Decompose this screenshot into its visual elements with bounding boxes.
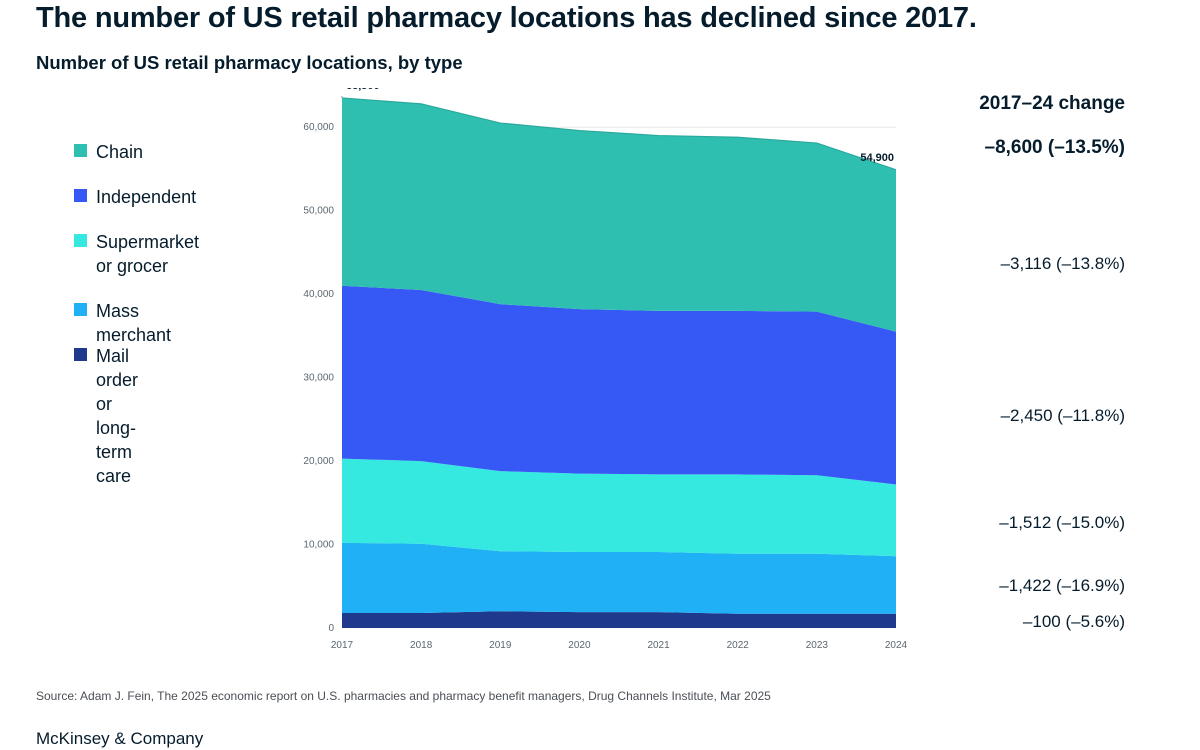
total-outline bbox=[341, 97, 897, 171]
legend-item-mail-order: Mail order or long-term care bbox=[74, 344, 138, 488]
data-label-2017: 63,500 bbox=[346, 88, 380, 92]
x-tick-label-2022: 2022 bbox=[727, 640, 750, 651]
data-label-2024: 54,900 bbox=[860, 152, 894, 164]
y-tick-label-3: 30,000 bbox=[303, 373, 334, 384]
x-tick-label-2017: 2017 bbox=[331, 640, 354, 651]
legend-label-mail-order: Mail order or long-term care bbox=[96, 346, 139, 486]
y-tick-label-6: 60,000 bbox=[303, 122, 334, 133]
legend-swatch-independent bbox=[74, 189, 87, 202]
change-supermarket: –1,512 (–15.0%) bbox=[999, 513, 1125, 532]
legend-item-independent: Independent bbox=[74, 185, 196, 209]
legend-swatch-supermarket bbox=[74, 234, 87, 247]
brand-logo-text: McKinsey & Company bbox=[36, 729, 204, 748]
area-independent bbox=[342, 285, 896, 485]
legend-item-chain: Chain bbox=[74, 140, 143, 164]
chart-title: The number of US retail pharmacy locatio… bbox=[36, 2, 977, 34]
legend-swatch-chain bbox=[74, 144, 87, 157]
change-mass-merchant: –1,422 (–16.9%) bbox=[999, 576, 1125, 595]
change-header: 2017–24 change bbox=[979, 93, 1125, 114]
legend-swatch-mail-order bbox=[74, 348, 87, 361]
legend-label-independent: Independent bbox=[96, 187, 197, 207]
x-tick-label-2021: 2021 bbox=[647, 640, 670, 651]
y-tick-label-1: 10,000 bbox=[303, 540, 334, 551]
x-tick-label-2019: 2019 bbox=[489, 640, 512, 651]
source-note: Source: Adam J. Fein, The 2025 economic … bbox=[36, 689, 771, 703]
area-chain bbox=[342, 98, 896, 332]
x-tick-label-2024: 2024 bbox=[885, 640, 908, 651]
change-independent: –2,450 (–11.8%) bbox=[1000, 406, 1125, 425]
y-tick-label-4: 40,000 bbox=[303, 289, 334, 300]
area-mail-order-or-long-term-care bbox=[342, 611, 896, 628]
stacked-area-chart: 0 10,000 20,000 30,000 40,000 50,000 60,000 201… bbox=[303, 88, 908, 651]
y-tick-label-2: 20,000 bbox=[303, 456, 334, 467]
legend-swatch-mass-merchant bbox=[74, 303, 87, 316]
legend-item-mass-merchant: Mass merchant bbox=[74, 299, 171, 347]
area-supermarket-or-grocer bbox=[342, 458, 896, 557]
change-mail-order: –100 (–5.6%) bbox=[1022, 612, 1125, 631]
legend-label-supermarket: Supermarket or grocer bbox=[96, 232, 200, 276]
legend-item-supermarket: Supermarket or grocer bbox=[74, 230, 199, 278]
y-tick-label-0: 0 bbox=[328, 623, 334, 634]
change-total: –8,600 (–13.5%) bbox=[984, 137, 1126, 158]
x-tick-label-2020: 2020 bbox=[568, 640, 591, 651]
change-chain: –3,116 (–13.8%) bbox=[1000, 254, 1125, 273]
x-tick-label-2023: 2023 bbox=[806, 640, 829, 651]
legend-label-mass-merchant: Mass merchant bbox=[96, 301, 172, 345]
legend-label-chain: Chain bbox=[96, 142, 144, 162]
y-tick-label-5: 50,000 bbox=[303, 206, 334, 217]
x-tick-label-2018: 2018 bbox=[410, 640, 433, 651]
area-mass-merchant bbox=[342, 542, 896, 614]
chart-subtitle: Number of US retail pharmacy locations, … bbox=[36, 52, 463, 73]
